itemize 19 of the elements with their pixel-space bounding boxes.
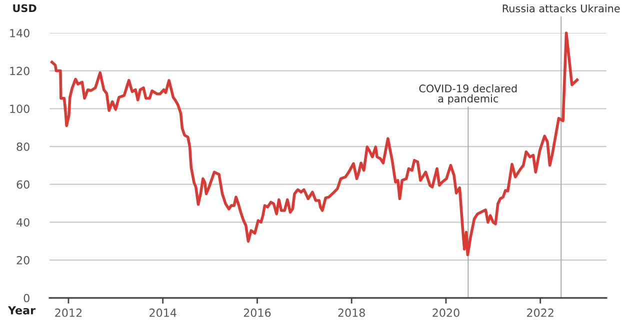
x-tick-label: 2016	[244, 308, 271, 317]
y-tick-label: 100	[10, 104, 30, 114]
x-tick-label: 2014	[150, 308, 176, 317]
line-series	[50, 32, 579, 256]
y-tick-label: 0	[24, 294, 30, 302]
x-axis-title: Year	[8, 306, 36, 314]
ref-line-label: Russia attacks Ukraine	[502, 4, 620, 12]
ref-line-label: COVID-19 declared a pandemic	[419, 84, 517, 104]
y-tick-label: 140	[10, 28, 30, 38]
x-tick-label: 2012	[55, 308, 82, 317]
y-tick-label: 80	[16, 142, 30, 151]
x-tick-label: 2020	[432, 308, 460, 317]
y-tick-label: 40	[16, 218, 30, 227]
y-axis-title: USD	[13, 4, 36, 12]
y-tick-label: 120	[10, 66, 30, 76]
y-tick-label: 60	[16, 180, 30, 189]
x-tick-label: 2018	[338, 308, 365, 317]
y-tick-label: 20	[16, 256, 30, 264]
x-tick-label: 2022	[527, 308, 554, 317]
